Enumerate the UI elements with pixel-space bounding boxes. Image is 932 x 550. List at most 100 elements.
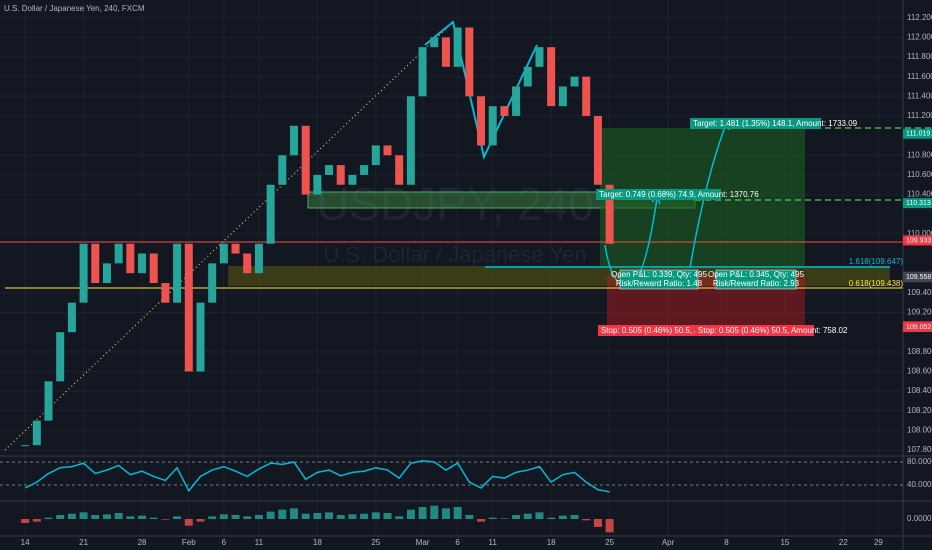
histogram-bar xyxy=(79,512,88,519)
histogram-bar xyxy=(348,514,357,519)
chart-title: U.S. Dollar / Japanese Yen, 240, FXCM xyxy=(4,4,145,13)
histogram-bar xyxy=(231,515,240,519)
histogram-bar xyxy=(477,519,486,522)
candle xyxy=(371,145,380,166)
histogram-bar xyxy=(395,516,404,519)
watermark: USDJPY, 240 U.S. Dollar / Japanese Yen xyxy=(316,178,594,267)
histogram-bar xyxy=(500,518,509,519)
x-tick-label: 29 xyxy=(874,538,883,547)
y-tick-label: 110.400 xyxy=(907,190,932,199)
histogram-bar xyxy=(465,515,474,519)
candle xyxy=(126,243,135,274)
x-tick-label: 14 xyxy=(21,538,30,547)
candle xyxy=(488,106,497,146)
histogram-bar xyxy=(336,515,345,519)
y-tick-label: 108.600 xyxy=(907,367,932,376)
histogram-bar xyxy=(512,515,521,519)
target-label: Target: 0.749 (0.68%) 74.9, Amount: 1370… xyxy=(599,190,759,199)
y-tick-label: 108.200 xyxy=(907,406,932,415)
y-tick-label: 0.0000 xyxy=(907,514,932,523)
histogram-bar xyxy=(488,517,497,519)
candle xyxy=(582,76,591,116)
candle xyxy=(289,125,298,156)
histogram-bar xyxy=(278,509,287,519)
y-tick-label: 112.200 xyxy=(907,13,932,22)
y-tick-label: 40.0000 xyxy=(907,480,932,489)
price-tag-label: 111.019 xyxy=(906,131,930,138)
candle xyxy=(91,243,100,284)
candle xyxy=(173,243,182,303)
price-tag xyxy=(903,235,932,246)
candle xyxy=(558,86,567,107)
projection xyxy=(689,123,727,269)
price-tag xyxy=(903,128,932,139)
candle xyxy=(138,253,147,274)
rr-label: Risk/Reward Ratio: 1.48 xyxy=(616,279,703,288)
histogram-bar xyxy=(523,513,532,519)
histogram-bar xyxy=(102,514,111,519)
price-tag-label: 109.558 xyxy=(906,274,931,281)
rr-label: Risk/Reward Ratio: 2.93 xyxy=(713,279,800,288)
candle xyxy=(231,243,240,254)
candle xyxy=(266,184,275,244)
y-tick-label: 110.800 xyxy=(907,150,932,159)
candle xyxy=(453,27,462,67)
label-box xyxy=(598,325,698,336)
y-tick-label: 111.200 xyxy=(907,111,932,120)
histogram-bar xyxy=(44,517,53,519)
x-tick-label: 6 xyxy=(455,538,460,547)
y-tick-label: 110.000 xyxy=(907,229,932,238)
histogram-bar xyxy=(126,516,135,519)
price-tag-label: 110.313 xyxy=(906,200,931,207)
histogram-bar xyxy=(32,519,41,522)
x-tick-label: 21 xyxy=(79,538,88,547)
y-tick-label: 109.200 xyxy=(907,308,932,317)
histogram-bar xyxy=(91,515,100,519)
candle xyxy=(465,27,474,97)
histogram-bar xyxy=(570,515,579,519)
y-tick-label: 111.800 xyxy=(907,52,932,61)
histogram-bar xyxy=(196,519,205,522)
x-tick-label: Apr xyxy=(662,538,675,547)
candle xyxy=(570,76,579,87)
label-box xyxy=(619,269,699,290)
pnl-label: Open P&L: 0.339, Qty: 495 xyxy=(611,270,708,279)
histogram-bar xyxy=(289,508,298,519)
x-tick-label: Feb xyxy=(182,538,196,547)
x-tick-label: 22 xyxy=(839,538,848,547)
x-tick-label: 15 xyxy=(780,538,789,547)
y-tick-label: 112.000 xyxy=(907,32,932,41)
candle xyxy=(535,47,544,67)
y-tick-label: 108.400 xyxy=(907,386,932,395)
candle xyxy=(208,263,217,303)
candle xyxy=(21,445,30,447)
histogram-bar xyxy=(582,519,591,521)
candle xyxy=(56,332,65,382)
y-tick-label: 111.600 xyxy=(907,72,932,81)
x-tick-label: Mar xyxy=(416,538,430,547)
x-tick-label: 25 xyxy=(371,538,380,547)
y-tick-label: 108.800 xyxy=(907,347,932,356)
histogram-bar xyxy=(453,507,462,519)
y-tick-label: 111.400 xyxy=(907,91,932,100)
x-tick-label: 11 xyxy=(255,538,264,547)
histogram-bar xyxy=(547,517,556,519)
y-tick-label: 80.0000 xyxy=(907,457,932,466)
candle xyxy=(32,420,41,446)
candle xyxy=(44,381,53,421)
rsi-line xyxy=(24,460,610,493)
histogram-bar xyxy=(313,513,322,519)
watermark-symbol: USDJPY, 240 xyxy=(316,178,594,230)
label-box xyxy=(695,325,814,336)
candle xyxy=(593,115,602,185)
candle xyxy=(523,66,532,87)
x-tick-label: 28 xyxy=(138,538,147,547)
stop-label: Stop: 0.505 (0.46%) 50.5, Amount: xyxy=(601,326,724,335)
label-box xyxy=(715,269,797,290)
stop-label: Stop: 0.505 (0.46%) 50.5, Amount: 758.02 xyxy=(698,326,848,335)
histogram-bar xyxy=(535,512,544,519)
price-tag xyxy=(903,272,932,283)
histogram-bar xyxy=(325,512,334,519)
candle xyxy=(243,253,252,274)
